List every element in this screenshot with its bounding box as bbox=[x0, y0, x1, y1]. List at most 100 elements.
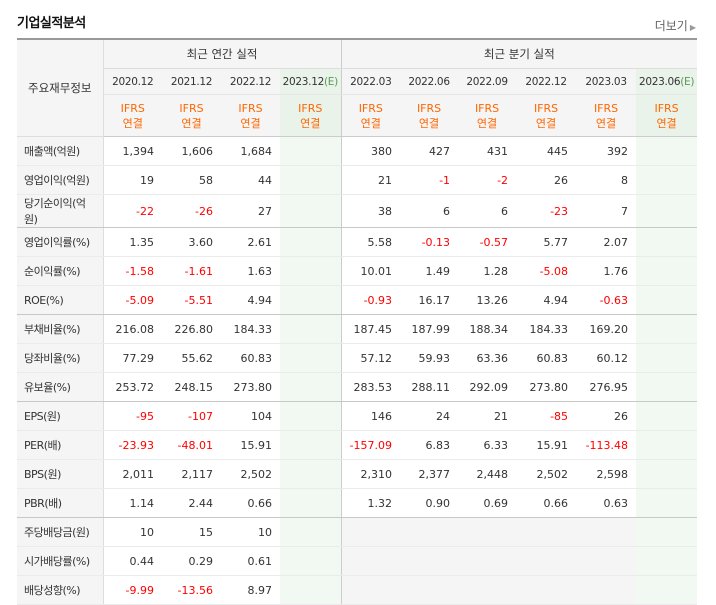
table-row: BPS(원) 2,011 2,117 2,502 2,310 2,377 2,448 2,50… bbox=[17, 459, 698, 489]
period-label: 2022.12 bbox=[525, 75, 567, 88]
table-cell bbox=[280, 575, 342, 605]
table-cell: 44 bbox=[221, 165, 280, 195]
table-cell: 1,684 bbox=[221, 136, 280, 166]
table-cell: -22 bbox=[103, 194, 162, 228]
table-cell: -0.63 bbox=[576, 285, 637, 315]
period-header: 2022.12 bbox=[221, 68, 280, 95]
table-cell: -1 bbox=[400, 165, 459, 195]
ifrs-header: IFRS 연결 bbox=[162, 94, 221, 137]
consolidated-label: 연결 bbox=[535, 116, 557, 130]
table-cell: 276.95 bbox=[576, 372, 637, 402]
estimate-mark: (E) bbox=[323, 75, 338, 88]
table-row: 순이익률(%) -1.58 -1.61 1.63 10.01 1.49 1.28 -5.08 1… bbox=[17, 256, 698, 286]
table-cell bbox=[400, 517, 459, 547]
table-cell: -95 bbox=[103, 401, 162, 431]
table-cell: 288.11 bbox=[400, 372, 459, 402]
table-cell bbox=[516, 575, 577, 605]
table-cell: 187.45 bbox=[340, 314, 401, 344]
table-cell: 24 bbox=[400, 401, 459, 431]
table-cell: 380 bbox=[340, 136, 401, 166]
table-cell: -23.93 bbox=[103, 430, 162, 460]
table-cell bbox=[516, 546, 577, 576]
table-cell bbox=[400, 546, 459, 576]
table-cell: -0.13 bbox=[400, 227, 459, 257]
table-cell: -9.99 bbox=[103, 575, 162, 605]
table-cell: 1.63 bbox=[221, 256, 280, 286]
period-header: 2023.12(E) bbox=[280, 68, 342, 95]
table-cell: 0.61 bbox=[221, 546, 280, 576]
row-label: 주당배당금(원) bbox=[17, 517, 104, 547]
table-cell bbox=[636, 430, 698, 460]
row-label: 배당성향(%) bbox=[17, 575, 104, 605]
table-cell bbox=[576, 546, 637, 576]
ifrs-label: IFRS bbox=[593, 101, 619, 115]
table-cell: 0.63 bbox=[576, 488, 637, 518]
table-cell: 5.77 bbox=[516, 227, 577, 257]
period-header: 2023.03 bbox=[576, 68, 637, 95]
period-label: 2023.06 bbox=[638, 75, 681, 88]
table-cell bbox=[280, 194, 342, 228]
table-cell: 2.44 bbox=[162, 488, 221, 518]
table-cell: 1,394 bbox=[103, 136, 162, 166]
table-cell: 2,502 bbox=[516, 459, 577, 489]
table-row: 배당성향(%) -9.99 -13.56 8.97 bbox=[17, 575, 698, 605]
row-label: ROE(%) bbox=[17, 285, 104, 315]
table-cell bbox=[280, 314, 342, 344]
table-cell: 104 bbox=[221, 401, 280, 431]
consolidated-label: 연결 bbox=[656, 116, 677, 130]
table-cell: 15 bbox=[162, 517, 221, 547]
table-row: EPS(원) -95 -107 104 146 24 21 -85 26 bbox=[17, 401, 698, 431]
period-label: 2021.12 bbox=[170, 75, 213, 88]
table-cell: 38 bbox=[340, 194, 401, 228]
table-row: 주당배당금(원) 10 15 10 bbox=[17, 517, 698, 547]
table-cell bbox=[280, 285, 342, 315]
table-cell: 1.28 bbox=[458, 256, 517, 286]
row-label: 당좌비율(%) bbox=[17, 343, 104, 373]
table-cell: -48.01 bbox=[162, 430, 221, 460]
consolidated-label: 연결 bbox=[595, 116, 617, 130]
more-link[interactable]: 더보기 ▶ bbox=[655, 17, 696, 34]
table-row: 유보율(%) 253.72 248.15 273.80 283.53 288.11 292.… bbox=[17, 372, 698, 402]
table-row: PBR(배) 1.14 2.44 0.66 1.32 0.90 0.69 0.66 0.63 bbox=[17, 488, 698, 518]
table-cell bbox=[400, 575, 459, 605]
table-cell bbox=[636, 165, 698, 195]
table-cell: 6 bbox=[458, 194, 517, 228]
table-cell bbox=[636, 459, 698, 489]
table-cell bbox=[636, 256, 698, 286]
table-cell bbox=[458, 517, 517, 547]
table-cell bbox=[280, 517, 342, 547]
ifrs-label: IFRS bbox=[120, 101, 145, 115]
table-cell: 187.99 bbox=[400, 314, 459, 344]
table-cell bbox=[636, 314, 698, 344]
ifrs-header: IFRS 연결 bbox=[516, 94, 577, 137]
table-cell bbox=[280, 165, 342, 195]
table-cell: 8.97 bbox=[221, 575, 280, 605]
table-cell: 283.53 bbox=[340, 372, 401, 402]
period-label: 2023.12 bbox=[282, 75, 325, 88]
table-cell: 57.12 bbox=[340, 343, 401, 373]
table-cell: 431 bbox=[458, 136, 517, 166]
table-cell bbox=[636, 546, 698, 576]
annual-group-header: 최근 연간 실적 bbox=[103, 38, 342, 69]
table-cell bbox=[458, 546, 517, 576]
table-cell: -1.58 bbox=[103, 256, 162, 286]
table-cell: 13.26 bbox=[458, 285, 517, 315]
table-cell: 445 bbox=[516, 136, 577, 166]
table-cell: -5.09 bbox=[103, 285, 162, 315]
table-cell: 60.83 bbox=[516, 343, 577, 373]
table-cell: 2,011 bbox=[103, 459, 162, 489]
table-cell bbox=[280, 256, 342, 286]
table-cell: 1.14 bbox=[103, 488, 162, 518]
table-cell: 6 bbox=[400, 194, 459, 228]
table-cell bbox=[636, 227, 698, 257]
table-cell: 273.80 bbox=[516, 372, 577, 402]
period-label: 2022.12 bbox=[229, 75, 272, 88]
table-cell bbox=[340, 517, 401, 547]
row-label: 순이익률(%) bbox=[17, 256, 104, 286]
table-cell: 4.94 bbox=[516, 285, 577, 315]
estimate-mark: (E) bbox=[680, 75, 695, 88]
row-label: PBR(배) bbox=[17, 488, 104, 518]
consolidated-label: 연결 bbox=[181, 116, 202, 130]
table-cell: 58 bbox=[162, 165, 221, 195]
ifrs-header: IFRS 연결 bbox=[400, 94, 459, 137]
